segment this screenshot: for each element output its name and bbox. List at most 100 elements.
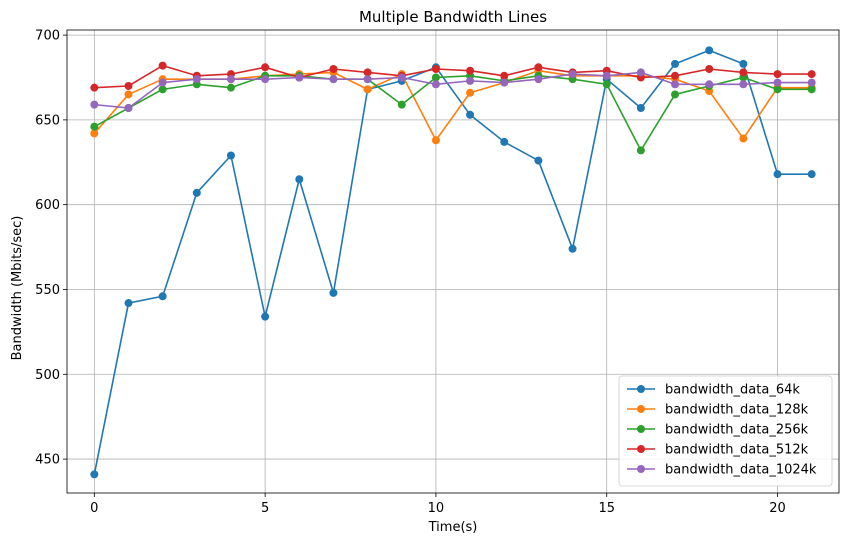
data-point (705, 46, 714, 55)
legend-swatch-marker (637, 385, 645, 393)
data-point (158, 85, 167, 94)
series-line (93, 74, 812, 152)
x-axis-title: Time(s) (428, 520, 478, 535)
legend-swatch-marker (637, 425, 645, 433)
data-point (773, 85, 782, 94)
data-point (466, 66, 475, 75)
data-point (124, 299, 133, 308)
series-line (93, 49, 812, 475)
data-point (500, 78, 509, 87)
data-point (534, 63, 543, 72)
series-layer (90, 46, 816, 479)
data-point (124, 104, 133, 113)
data-point (602, 71, 611, 80)
series-line (94, 71, 812, 109)
data-point (602, 80, 611, 89)
data-point (363, 75, 372, 84)
data-point (226, 75, 235, 84)
data-point (158, 292, 167, 301)
data-point (671, 90, 680, 99)
y-tick-label: 650 (35, 113, 60, 128)
y-axis-title: Bandwidth (Mbits/sec) (10, 216, 25, 361)
data-point (295, 73, 304, 82)
data-point (261, 312, 270, 321)
x-tick-label: 10 (428, 501, 445, 516)
data-point (329, 75, 338, 84)
data-point (397, 73, 406, 82)
data-point (124, 81, 133, 90)
data-point (807, 78, 816, 87)
data-point (431, 65, 440, 74)
y-tick-label: 600 (35, 198, 60, 213)
data-point (90, 129, 99, 138)
y-tick-label: 550 (35, 283, 60, 298)
data-point (466, 88, 475, 97)
data-point (773, 78, 782, 87)
legend-item: bandwidth_data_128k (627, 403, 809, 418)
data-point (90, 122, 99, 131)
data-point (295, 175, 304, 184)
data-point (534, 156, 543, 165)
legend: bandwidth_data_64k bandwidth_data_128kban… (618, 375, 833, 487)
data-point (431, 73, 440, 82)
data-point (500, 137, 509, 146)
legend-label: bandwidth_data_64k (665, 383, 800, 398)
data-point (90, 100, 99, 109)
data-point (534, 75, 543, 84)
data-point (671, 71, 680, 80)
legend-label: bandwidth_data_1024k (665, 463, 817, 478)
y-tick-label: 700 (35, 29, 60, 44)
x-tick-label: 15 (598, 501, 615, 516)
data-point (124, 90, 133, 99)
data-point (466, 76, 475, 85)
series-line (93, 69, 812, 142)
data-point (158, 78, 167, 87)
x-tick-label: 0 (90, 501, 98, 516)
data-point (568, 244, 577, 253)
data-point (261, 75, 270, 84)
data-point (807, 170, 816, 179)
y-tick-label: 500 (35, 368, 60, 383)
data-point (158, 61, 167, 70)
x-tick-label: 20 (769, 501, 786, 516)
x-tick-label: 5 (261, 501, 269, 516)
ticks: 0 5 10 15 20 450 500 550 600 650 700 (35, 29, 786, 516)
legend-label: bandwidth_data_512k (665, 443, 809, 458)
data-point (329, 288, 338, 297)
data-point (739, 68, 748, 77)
legend-label: bandwidth_data_256k (665, 423, 809, 438)
data-point (261, 63, 270, 72)
data-point (636, 146, 645, 155)
legend-swatch-marker (637, 465, 645, 473)
plot-frame (66, 29, 840, 494)
legend-box (618, 375, 833, 487)
data-point (671, 80, 680, 89)
series-line (94, 64, 812, 89)
data-point (397, 100, 406, 109)
data-point (226, 83, 235, 92)
y-tick-label: 450 (35, 453, 60, 468)
data-point (705, 80, 714, 89)
data-point (431, 80, 440, 89)
data-point (329, 65, 338, 74)
data-point (739, 59, 748, 68)
legend-item: bandwidth_data_64k (627, 383, 800, 398)
data-point (671, 59, 680, 68)
chart-title: Multiple Bandwidth Lines (359, 8, 547, 26)
legend-item: bandwidth_data_1024k (627, 463, 817, 478)
data-point (773, 70, 782, 79)
data-point (636, 104, 645, 113)
data-point (192, 188, 201, 197)
data-point (636, 68, 645, 77)
series-bandwidth_data_1024k (90, 68, 816, 113)
data-point (705, 65, 714, 74)
data-point (807, 70, 816, 79)
legend-label: bandwidth_data_128k (665, 403, 809, 418)
data-point (807, 85, 816, 94)
data-point (90, 470, 99, 479)
data-point (568, 70, 577, 79)
data-point (363, 68, 372, 77)
legend-item: bandwidth_data_256k (627, 423, 809, 438)
data-point (500, 71, 509, 80)
